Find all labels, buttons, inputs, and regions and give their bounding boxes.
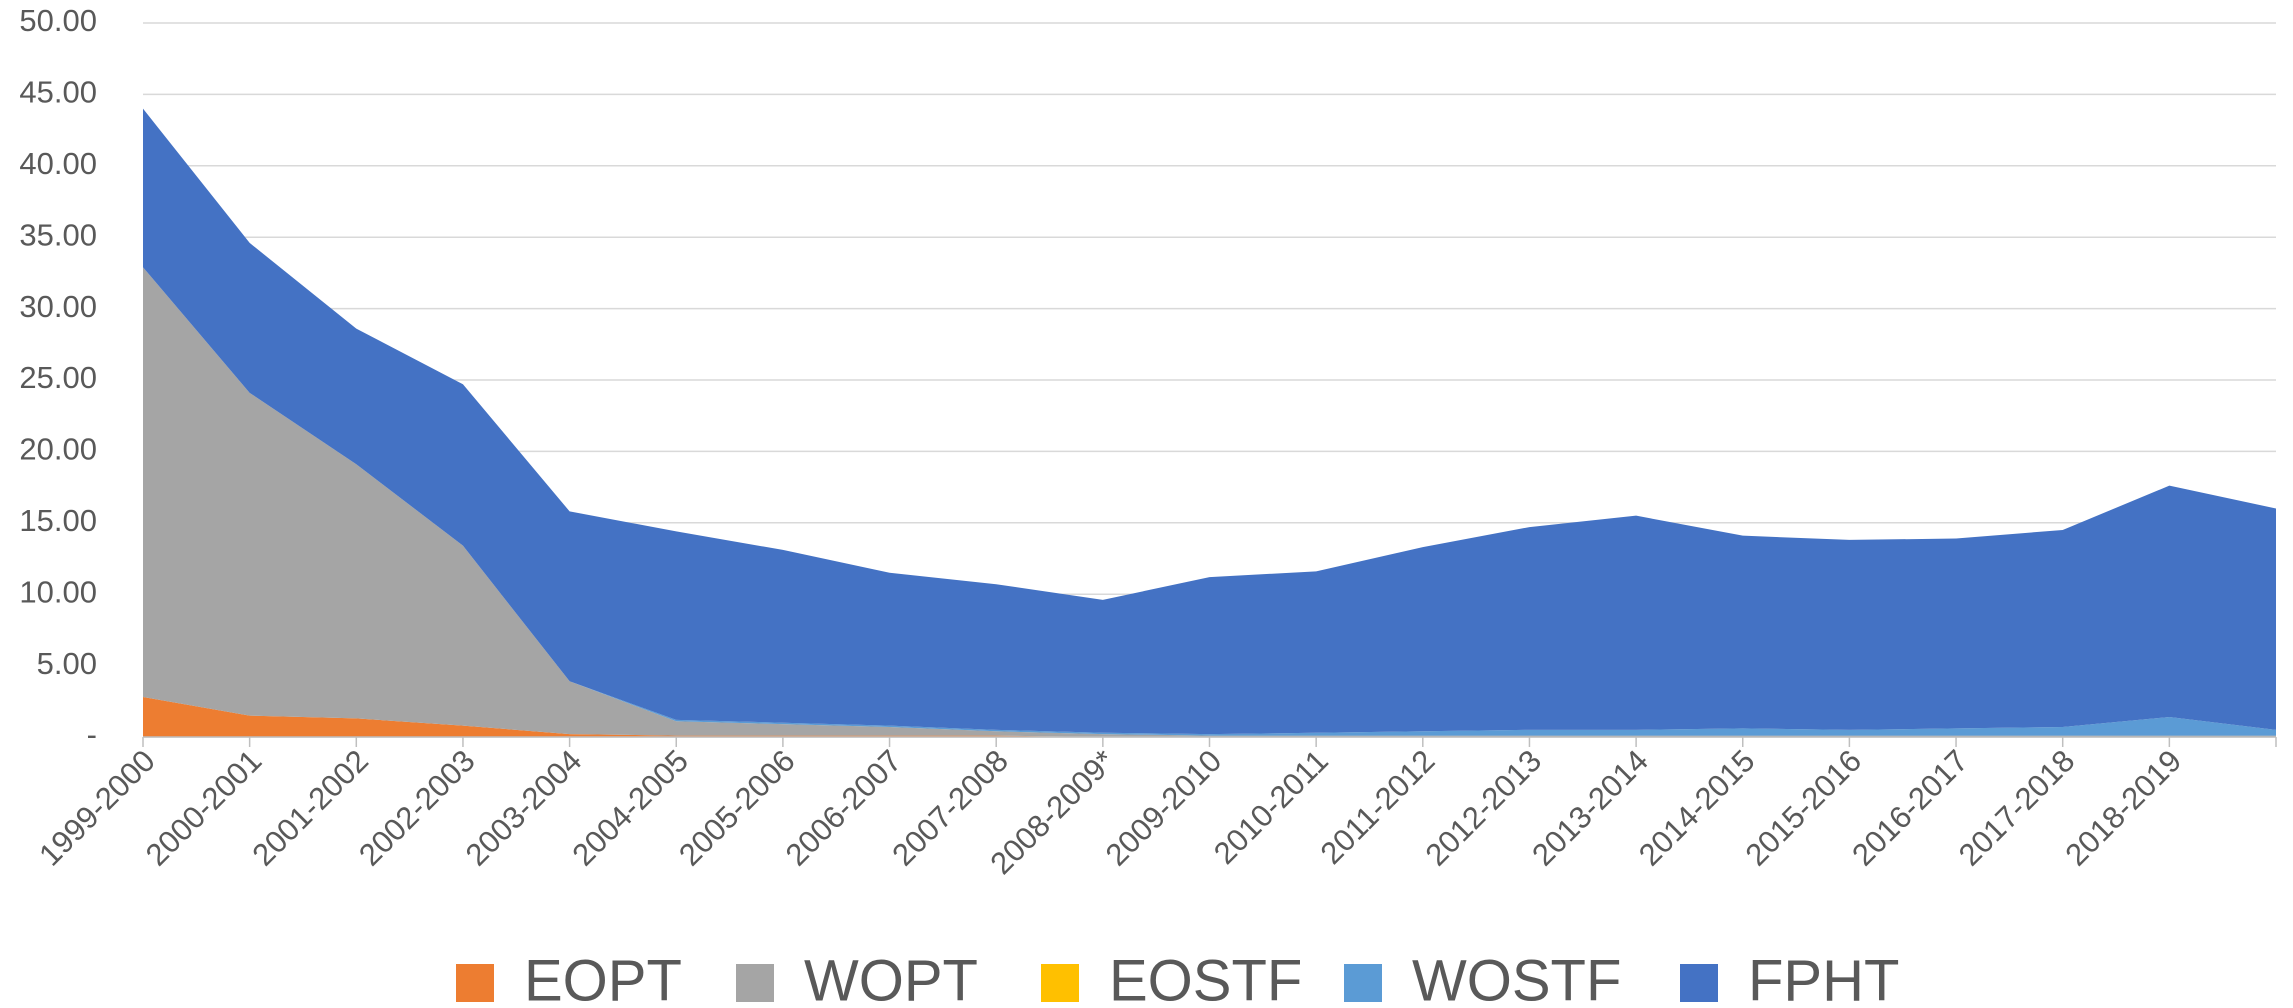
legend-label: WOSTF — [1412, 948, 1621, 1008]
y-tick-label: 30.00 — [19, 289, 97, 324]
x-tick-label: 2003-2004 — [459, 743, 589, 873]
legend-swatch — [1344, 964, 1382, 1002]
x-tick-label: 2005-2006 — [672, 743, 802, 873]
x-tick-label: 2013-2014 — [1525, 743, 1655, 873]
legend-swatch — [1041, 964, 1079, 1002]
y-tick-label: 50.00 — [19, 3, 97, 38]
y-tick-label: 15.00 — [19, 503, 97, 538]
legend-swatch — [456, 964, 494, 1002]
y-tick-label: 10.00 — [19, 574, 97, 609]
x-tick-label: 2014-2015 — [1632, 743, 1762, 873]
x-tick-label: 2010-2011 — [1207, 743, 1335, 871]
x-tick-label: 2018-2019 — [2059, 743, 2189, 873]
y-tick-label: 20.00 — [19, 432, 97, 467]
y-tick-label: 35.00 — [19, 217, 97, 252]
legend-label: FPHT — [1748, 948, 1899, 1008]
area — [143, 697, 2276, 737]
x-tick-label: 2006-2007 — [779, 743, 909, 873]
legend-label: EOSTF — [1109, 948, 1302, 1008]
y-tick-label: 45.00 — [19, 75, 97, 110]
legend-swatch — [1680, 964, 1718, 1002]
legend-label: EOPT — [524, 948, 682, 1008]
x-tick-label: 2001-2002 — [245, 743, 375, 873]
area — [143, 108, 2276, 735]
x-tick-label: 1999-2000 — [32, 743, 162, 873]
y-tick-label: 40.00 — [19, 146, 97, 181]
x-tick-label: 2000-2001 — [139, 743, 269, 873]
x-tick-label: 2004-2005 — [565, 743, 695, 873]
x-tick-label: 2012-2013 — [1419, 743, 1549, 873]
area — [143, 267, 2276, 737]
x-tick-label: 2017-2018 — [1952, 743, 2082, 873]
legend-swatch — [736, 964, 774, 1002]
legend-label: WOPT — [804, 948, 978, 1008]
x-tick-label: 2009-2010 — [1099, 743, 1229, 873]
x-tick-label: 2002-2003 — [352, 743, 482, 873]
x-tick-label: 2016-2017 — [1845, 743, 1975, 873]
y-tick-label: 5.00 — [37, 646, 97, 681]
y-tick-label: - — [87, 717, 97, 752]
x-tick-label: 2015-2016 — [1739, 743, 1869, 873]
y-tick-label: 25.00 — [19, 360, 97, 395]
